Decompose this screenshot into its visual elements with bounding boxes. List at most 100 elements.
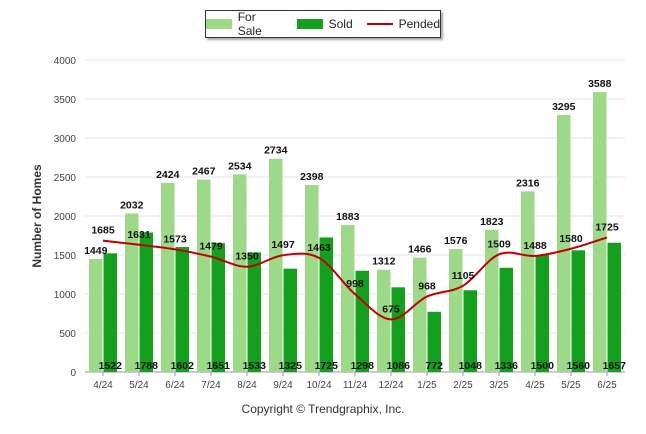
for-sale-value-label: 3295 <box>552 101 576 113</box>
for-sale-value-label: 1823 <box>480 216 504 228</box>
for-sale-bar <box>341 225 355 372</box>
sold-bar <box>463 290 477 372</box>
sold-swatch <box>296 19 323 29</box>
x-tick-label: 4/25 <box>525 380 545 391</box>
pended-value-label: 1463 <box>307 242 331 254</box>
y-tick-label: 1500 <box>54 251 77 262</box>
copyright-text: Copyright © Trendgraphix, Inc. <box>241 402 405 416</box>
pended-value-label: 998 <box>346 278 364 290</box>
pended-value-label: 675 <box>382 303 400 315</box>
for-sale-bar <box>521 191 535 372</box>
for-sale-value-label: 2424 <box>156 169 180 181</box>
y-axis-title: Number of Homes <box>30 164 44 268</box>
sold-value-label: 1651 <box>207 360 231 372</box>
pended-swatch <box>366 23 393 25</box>
for-sale-bar <box>413 257 427 372</box>
sold-value-label: 1500 <box>531 360 555 372</box>
y-tick-label: 4000 <box>54 56 77 67</box>
for-sale-value-label: 1576 <box>444 235 468 247</box>
for-sale-value-label: 2734 <box>264 145 288 157</box>
x-tick-label: 5/24 <box>129 380 149 391</box>
sold-value-label: 1522 <box>99 360 123 372</box>
for-sale-swatch <box>206 19 232 29</box>
y-tick-label: 0 <box>70 368 76 379</box>
pended-value-label: 1685 <box>91 225 115 237</box>
for-sale-bar <box>305 184 319 372</box>
for-sale-value-label: 2398 <box>300 171 324 183</box>
sold-value-label: 1336 <box>495 360 519 372</box>
sold-bar <box>139 232 153 372</box>
sold-value-label: 1086 <box>387 360 411 372</box>
sold-bar <box>247 252 261 372</box>
x-tick-label: 10/24 <box>306 380 331 391</box>
for-sale-bar <box>485 229 499 372</box>
for-sale-value-label: 2316 <box>516 177 540 189</box>
legend-label-sold: Sold <box>328 17 353 31</box>
sold-bar <box>211 243 225 372</box>
for-sale-value-label: 2032 <box>120 200 144 212</box>
pended-value-label: 1479 <box>199 241 223 253</box>
x-tick-label: 3/25 <box>489 380 509 391</box>
for-sale-bar <box>125 213 139 372</box>
sold-bar <box>283 268 297 372</box>
x-tick-label: 4/24 <box>93 380 113 391</box>
sold-bar <box>607 242 621 372</box>
legend-item-sold: Sold <box>296 17 353 31</box>
y-tick-label: 3000 <box>54 134 77 145</box>
chart-legend: For Sale Sold Pended <box>205 10 441 38</box>
legend-label-for-sale: For Sale <box>237 10 262 38</box>
sold-bar <box>391 287 405 372</box>
for-sale-value-label: 1883 <box>336 211 360 223</box>
pended-value-label: 968 <box>418 280 436 292</box>
sold-value-label: 1788 <box>135 360 159 372</box>
sold-bar <box>499 267 513 372</box>
sold-bar <box>427 311 441 372</box>
sold-value-label: 1298 <box>351 360 375 372</box>
for-sale-bar <box>233 174 247 372</box>
y-tick-label: 3500 <box>54 95 77 106</box>
x-tick-label: 5/25 <box>561 380 581 391</box>
sold-bar <box>571 250 585 372</box>
sold-bar <box>319 237 333 372</box>
pended-value-label: 1725 <box>595 221 619 233</box>
pended-value-label: 1573 <box>163 233 187 245</box>
sold-value-label: 1657 <box>603 360 627 372</box>
sold-value-label: 772 <box>425 360 443 372</box>
pended-value-label: 1488 <box>523 240 547 252</box>
bar-line-chart: 0 500 1000 1500 2000 2500 3000 3500 4000 Number o… <box>30 56 627 391</box>
pended-value-label: 1509 <box>487 238 511 250</box>
for-sale-bar <box>197 179 211 372</box>
x-tick-label: 1/25 <box>417 380 437 391</box>
sold-bar <box>355 270 369 372</box>
sold-value-label: 1325 <box>279 360 303 372</box>
sold-bar <box>103 253 117 372</box>
for-sale-value-label: 2467 <box>192 166 216 178</box>
for-sale-bar <box>89 258 103 372</box>
pended-value-label: 1105 <box>452 270 475 282</box>
x-tick-label: 12/24 <box>378 380 403 391</box>
for-sale-value-label: 2534 <box>228 160 252 172</box>
x-tick-label: 6/24 <box>165 380 185 391</box>
for-sale-bar <box>449 249 463 372</box>
x-tick-label: 9/24 <box>273 380 293 391</box>
sold-value-label: 1560 <box>567 360 591 372</box>
legend-item-pended: Pended <box>366 17 440 31</box>
for-sale-value-label: 3588 <box>588 78 612 90</box>
sold-bar <box>175 247 189 372</box>
for-sale-bar <box>593 92 607 373</box>
for-sale-bar <box>557 114 571 373</box>
y-tick-label: 500 <box>59 329 76 340</box>
for-sale-value-label: 1312 <box>372 256 396 268</box>
for-sale-value-label: 1466 <box>408 244 432 256</box>
y-tick-label: 2500 <box>54 173 77 184</box>
for-sale-bar <box>269 158 283 372</box>
pended-value-label: 1497 <box>271 239 295 251</box>
for-sale-value-label: 1449 <box>84 245 108 257</box>
x-tick-label: 2/25 <box>453 380 473 391</box>
pended-value-label: 1350 <box>235 251 259 263</box>
legend-label-pended: Pended <box>398 17 440 31</box>
sold-value-label: 1602 <box>171 360 195 372</box>
y-tick-label: 2000 <box>54 212 77 223</box>
x-tick-label: 7/24 <box>201 380 221 391</box>
pended-value-label: 1631 <box>127 229 151 241</box>
